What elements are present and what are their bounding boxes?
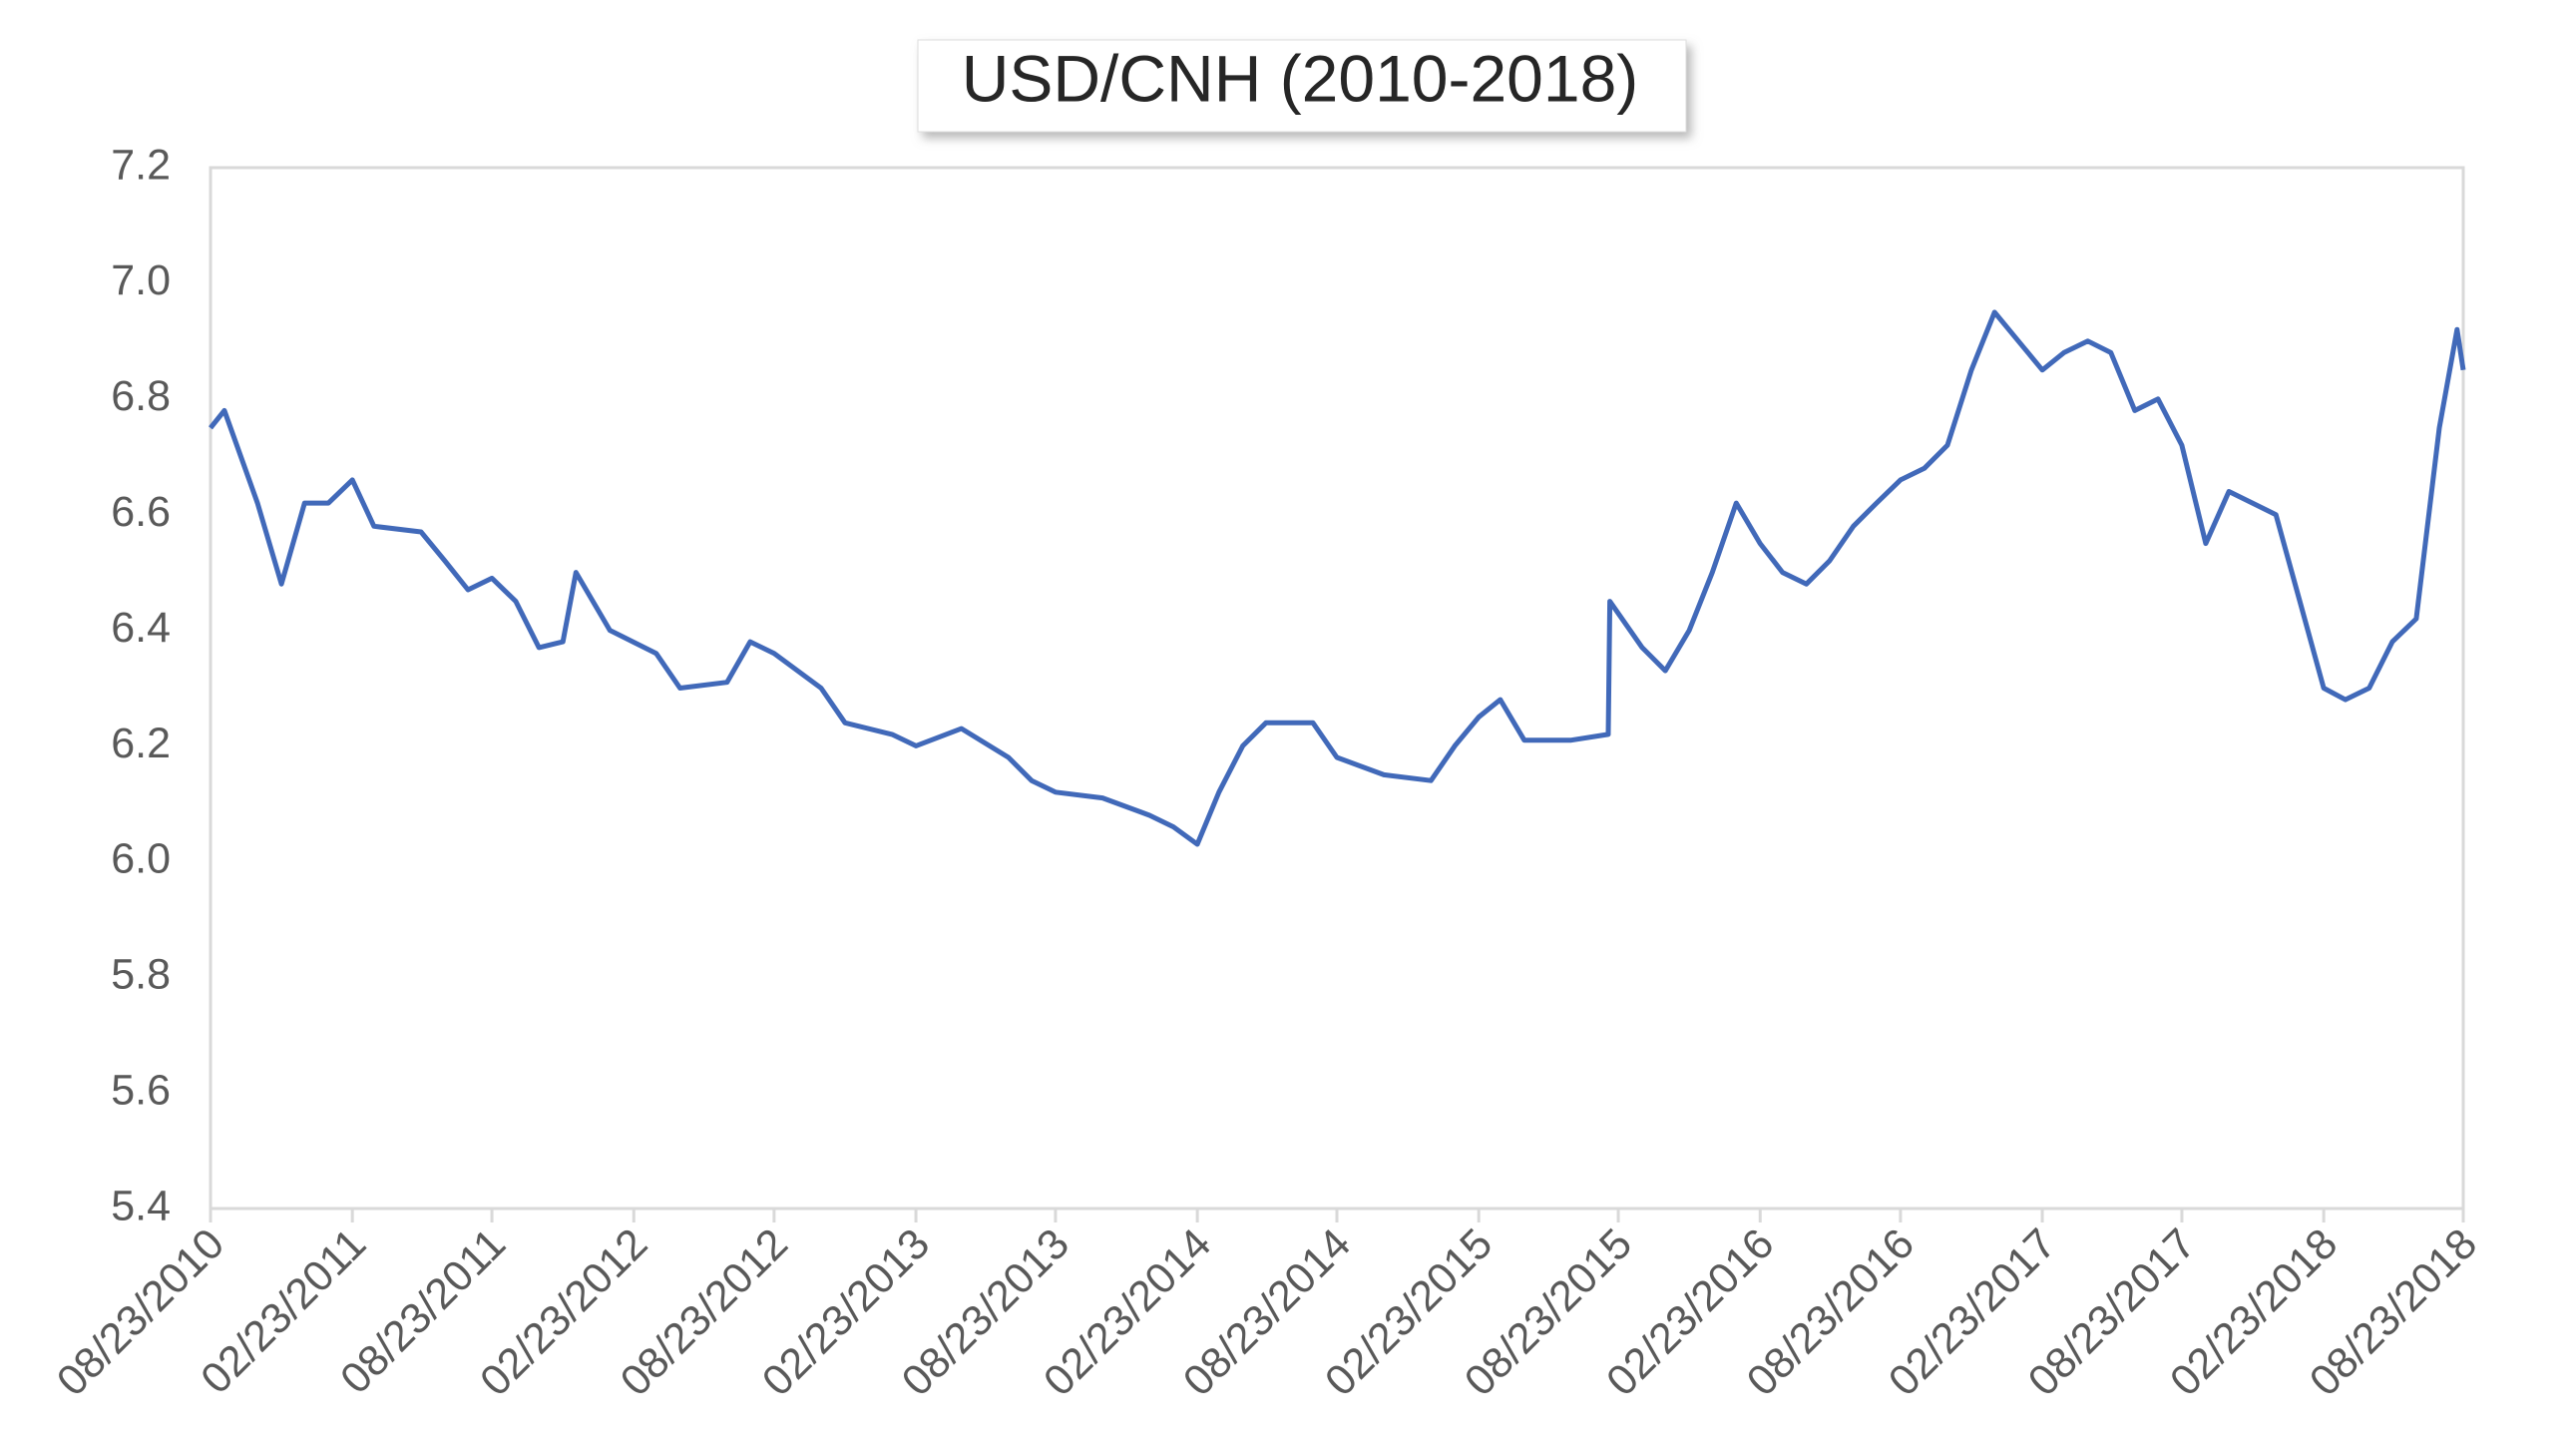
title-box: [917, 39, 1687, 133]
y-tick-label: 7.2: [111, 141, 171, 189]
y-tick-label: 6.2: [111, 720, 171, 767]
plot-area: [209, 166, 2465, 1211]
y-tick-label: 6.4: [111, 604, 171, 652]
y-tick-label: 6.6: [111, 488, 171, 536]
y-tick-label: 6.8: [111, 372, 171, 420]
y-tick-label: 7.0: [111, 256, 171, 304]
y-tick-label: 5.8: [111, 951, 171, 999]
line-series: [209, 309, 2466, 847]
y-tick-label: 6.0: [111, 835, 171, 883]
y-tick-label: 5.4: [111, 1182, 171, 1229]
y-tick-label: 5.6: [111, 1066, 171, 1114]
chart-title: USD/CNH (2010-2018): [962, 41, 1639, 115]
